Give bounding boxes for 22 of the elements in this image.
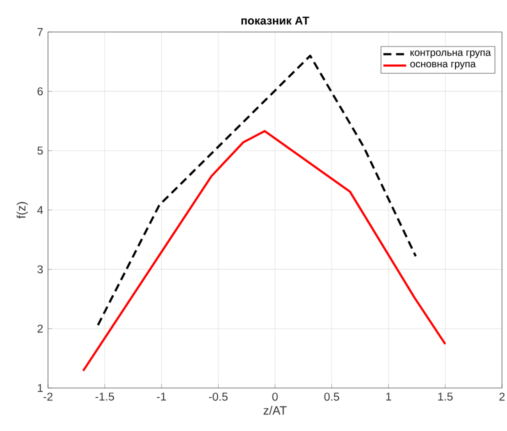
y-tick-label: 7	[38, 28, 43, 36]
y-tick-label: 4	[37, 206, 43, 214]
y-tick-label: 2	[38, 324, 43, 333]
x-tick-label: 1.5	[438, 392, 453, 401]
x-tick-label: 2	[499, 392, 505, 401]
y-axis-title: f(z)	[16, 202, 28, 218]
line-series	[82, 130, 446, 372]
y-tick-label: 6	[38, 87, 43, 96]
y-tick-label: 1	[38, 384, 43, 392]
chart-title: показник АТ	[241, 16, 310, 25]
legend-label: контрольна група	[410, 50, 491, 58]
x-tick-label: 1	[386, 392, 392, 400]
y-tick-label: 3	[37, 265, 43, 274]
legend-label: основна група	[410, 62, 476, 70]
y-tick-label: 5	[37, 146, 43, 155]
x-tick-label: 0	[272, 392, 278, 401]
x-axis-title: z/AT	[264, 406, 287, 415]
x-tick-label: -2	[43, 392, 52, 401]
x-tick-label: 0.5	[324, 392, 340, 401]
x-tick-label: -1	[156, 392, 166, 400]
x-tick-label: -1.5	[95, 392, 114, 401]
x-tick-label: -0.5	[208, 392, 228, 401]
